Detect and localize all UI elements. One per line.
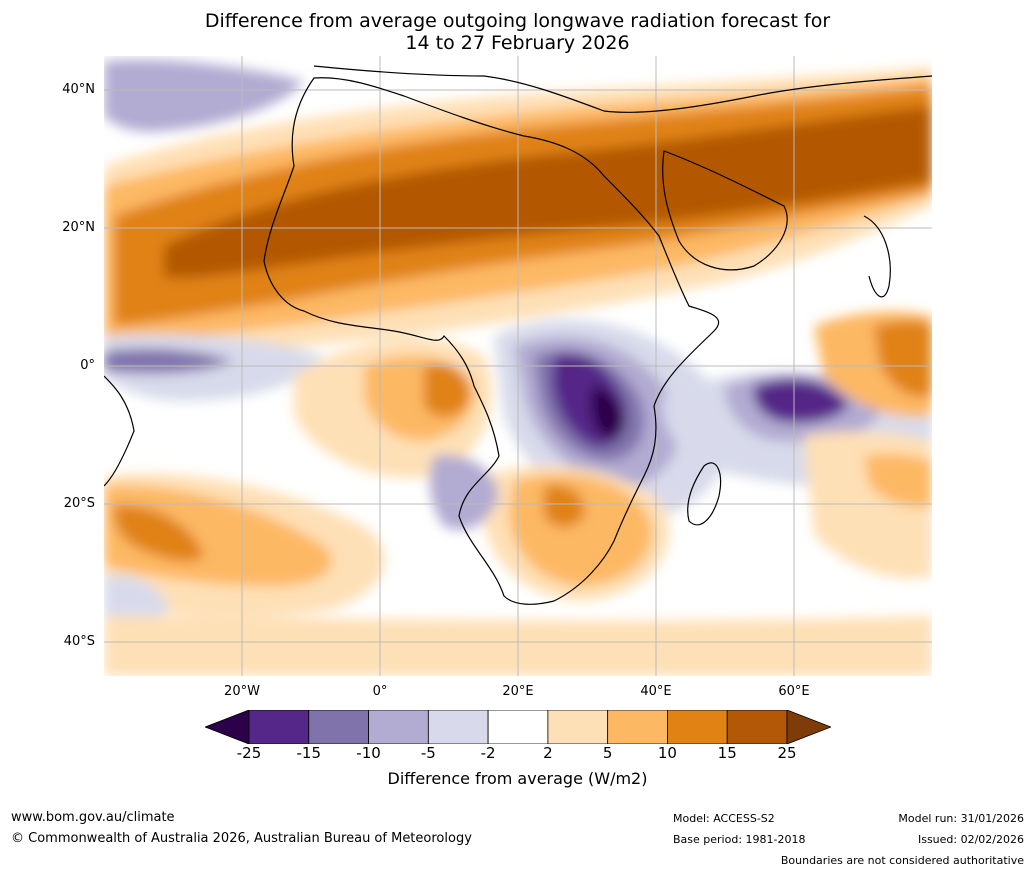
colorbar-segment	[308, 710, 369, 744]
positive-southern-africa-15	[544, 485, 585, 528]
negative-east-africa-25	[590, 386, 624, 438]
title-line-1: Difference from average outgoing longwav…	[204, 10, 831, 32]
positive-east-indian-15	[874, 320, 932, 397]
footer-model: Model: ACCESS-S2	[673, 812, 775, 825]
colorbar-segments	[205, 710, 831, 744]
colorbar-tick-label: 2	[543, 744, 553, 762]
colorbar	[205, 710, 831, 744]
colorbar-extend-high	[786, 710, 831, 744]
map-canvas	[104, 56, 932, 676]
colorbar-segment	[547, 710, 609, 744]
olr-anomaly-map	[104, 56, 932, 676]
americas-coastline	[104, 375, 135, 487]
negative-indian-ocean-15	[753, 378, 849, 423]
graticule	[104, 56, 932, 676]
footer-base-period: Base period: 1981-2018	[673, 833, 806, 846]
negative-sw-atlantic	[104, 575, 169, 621]
lon-label-0: 0°	[372, 684, 388, 699]
lat-label-40S: 40°S	[63, 634, 95, 649]
madagascar-coastline	[687, 462, 722, 526]
lon-label-20E: 20°E	[502, 684, 534, 699]
negative-equatorial-core	[104, 348, 234, 374]
colorbar-tick-label: -2	[480, 744, 496, 762]
lon-label-60E: 60°E	[778, 684, 810, 699]
colorbar-segment	[368, 710, 429, 744]
arabia-coastline	[662, 150, 788, 271]
footer-model-run: Model run: 31/01/2026	[898, 812, 1024, 825]
positive-south-atlantic-10	[104, 485, 332, 586]
lat-label-40N: 40°N	[62, 82, 95, 97]
positive-belt-north-25	[164, 106, 932, 278]
positive-congo-15	[424, 363, 470, 417]
chart-title: Difference from average outgoing longwav…	[0, 10, 1035, 54]
coastlines	[104, 65, 932, 605]
footer-issued: Issued: 02/02/2026	[917, 833, 1024, 846]
colorbar-segment	[487, 710, 549, 744]
europe-coastline	[313, 65, 932, 113]
footer-url[interactable]: www.bom.gov.au/climate	[11, 810, 175, 825]
colorbar-tick-label: 25	[777, 744, 797, 762]
colorbar-segment	[248, 710, 310, 744]
negative-nw-atlantic	[104, 59, 304, 132]
lon-label-40E: 40°E	[640, 684, 672, 699]
colorbar-label: Difference from average (W/m2)	[387, 769, 648, 788]
lat-label-equator: 0°	[80, 358, 95, 373]
colorbar-tick-label: -15	[296, 744, 322, 762]
footer-disclaimer: Boundaries are not considered authoritat…	[780, 854, 1024, 867]
colorbar-tick-label: 10	[657, 744, 677, 762]
lat-label-20S: 20°S	[63, 496, 95, 511]
lon-label-20W: 20°W	[224, 684, 260, 699]
colorbar-segment	[607, 710, 668, 744]
colorbar-tick-label: -10	[356, 744, 381, 762]
colorbar-extend-low	[205, 710, 250, 744]
positive-south-indian-10	[864, 453, 932, 508]
colorbar-tick-label: -25	[236, 744, 262, 762]
colorbar-tick-label: -5	[420, 744, 436, 762]
lat-label-20N: 20°N	[62, 220, 95, 235]
title-line-2: 14 to 27 February 2026	[405, 32, 630, 54]
footer-copyright: © Commonwealth of Australia 2026, Austra…	[11, 831, 472, 846]
colorbar-tick-label: 15	[717, 744, 737, 762]
colorbar-tick-label: 5	[602, 744, 613, 762]
negative-south-africa-west	[429, 455, 499, 530]
india-coastline	[863, 215, 891, 298]
africa-coastline	[263, 77, 720, 605]
colorbar-segment	[726, 710, 788, 744]
colorbar-segment	[667, 710, 728, 744]
positive-south-atlantic-15	[113, 505, 204, 562]
colorbar-segment	[427, 710, 489, 744]
